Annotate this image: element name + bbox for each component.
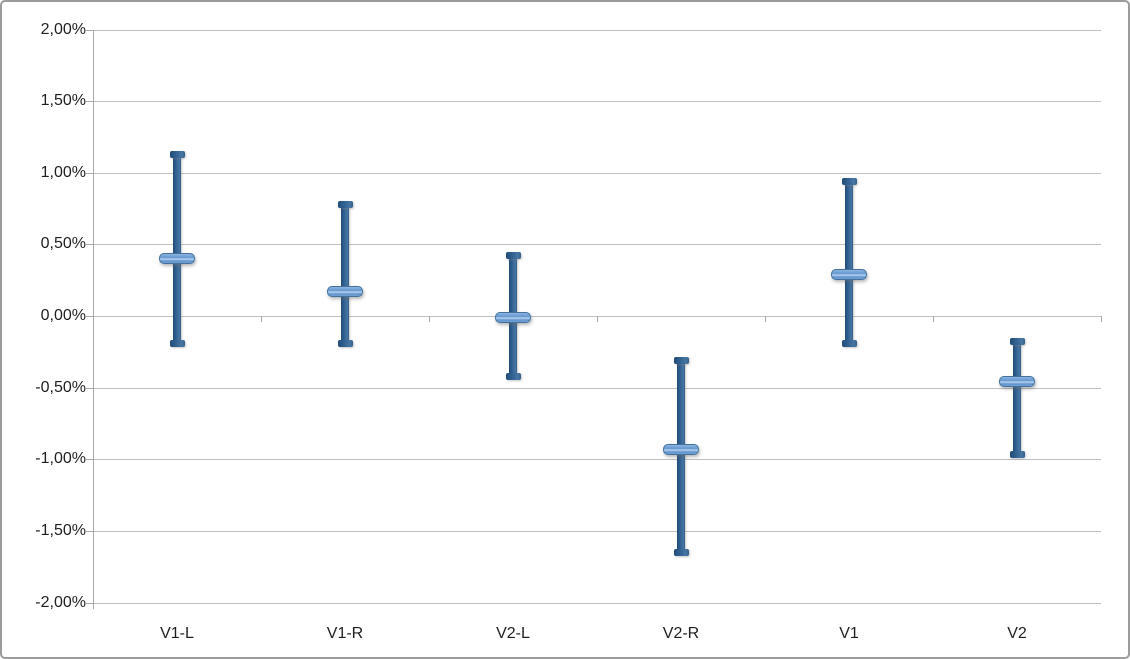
- gridline: [93, 101, 1101, 103]
- error-bar-bottom-cap-V2-L: [505, 372, 521, 380]
- category-axis-tick: [261, 316, 262, 322]
- y-axis-tick: [86, 459, 93, 461]
- category-axis-tick: [765, 316, 766, 322]
- error-bar-top-cap-V2: [1009, 338, 1025, 346]
- y-axis-tick-label: -2,00%: [35, 593, 86, 611]
- error-bar-top-cap-V2-R: [673, 356, 689, 364]
- error-bar-line-V2-R: [677, 360, 685, 553]
- mean-marker-V1: [831, 268, 867, 280]
- y-axis-tick: [86, 172, 93, 174]
- y-axis-tick-label: 1,50%: [40, 92, 86, 110]
- error-bar-bottom-cap-V1-R: [337, 339, 353, 347]
- x-axis-category-label: V1: [839, 624, 859, 642]
- error-bar-top-cap-V1-R: [337, 200, 353, 208]
- gridline: [93, 459, 1101, 461]
- x-axis-category-label: V1-L: [160, 624, 194, 642]
- y-axis-tick-label: -0,50%: [35, 378, 86, 396]
- category-axis-tick: [429, 316, 430, 322]
- y-axis-tick: [86, 530, 93, 532]
- y-axis-tick: [86, 244, 93, 246]
- y-axis-tick-label: 0,50%: [40, 235, 86, 253]
- mean-marker-V2: [999, 376, 1035, 388]
- y-axis-tick: [86, 316, 93, 317]
- category-axis-tick: [93, 316, 94, 322]
- mean-marker-V2-R: [663, 443, 699, 455]
- error-bar-bottom-cap-V2: [1009, 451, 1025, 459]
- y-axis-tick: [86, 387, 93, 389]
- mean-marker-V1-L: [159, 253, 195, 265]
- error-bar-top-cap-V2-L: [505, 252, 521, 260]
- y-axis-tick: [86, 602, 93, 604]
- x-axis-category-label: V2-R: [662, 624, 700, 642]
- mean-marker-V2-L: [495, 311, 531, 323]
- error-bar-bottom-cap-V1: [841, 339, 857, 347]
- y-axis-tick: [86, 101, 93, 103]
- error-bar-top-cap-V1: [841, 177, 857, 185]
- y-axis-tick: [86, 29, 93, 31]
- error-bar-line-V1-L: [173, 154, 181, 344]
- gridline: [93, 29, 1101, 31]
- y-axis-tick-label: 2,00%: [40, 20, 86, 38]
- gridline: [93, 244, 1101, 246]
- error-bar-top-cap-V1-L: [169, 150, 185, 158]
- gridline: [93, 387, 1101, 389]
- category-axis-tick: [1101, 316, 1102, 322]
- error-bar-line-V1: [845, 181, 853, 344]
- x-axis-category-label: V1-R: [326, 624, 364, 642]
- y-axis-tick-label: 1,00%: [40, 163, 86, 181]
- category-axis-tick: [933, 316, 934, 322]
- y-axis-tick-label: 0,00%: [40, 307, 86, 324]
- error-bar-bottom-cap-V1-L: [169, 339, 185, 347]
- error-bar-line-V2: [1013, 341, 1021, 455]
- error-bar-bottom-cap-V2-R: [673, 548, 689, 556]
- category-axis-tick: [597, 316, 598, 322]
- x-axis-category-label: V2-L: [496, 624, 530, 642]
- mean-marker-V1-R: [327, 286, 363, 298]
- y-axis-tick-label: -1,00%: [35, 450, 86, 468]
- y-axis-tick-label: -1,50%: [35, 521, 86, 539]
- gridline: [93, 602, 1101, 604]
- x-axis-category-label: V2: [1007, 624, 1027, 642]
- gridline: [93, 172, 1101, 174]
- error-bar-line-V1-R: [341, 204, 349, 344]
- gridline: [93, 530, 1101, 532]
